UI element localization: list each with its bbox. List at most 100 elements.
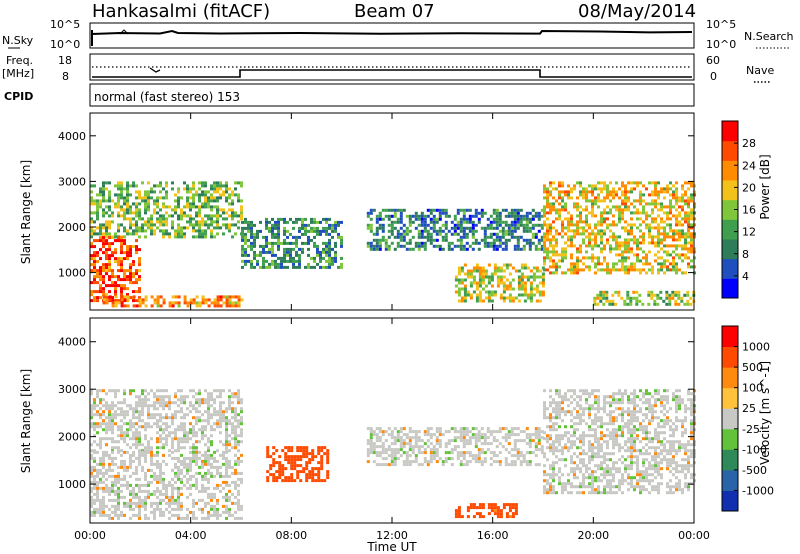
- velocity-cell: [390, 433, 394, 437]
- velocity-cell: [570, 482, 573, 486]
- velocity-cell: [408, 448, 412, 452]
- power-cell: [657, 202, 660, 206]
- power-cell: [253, 235, 256, 239]
- velocity-cell: [126, 434, 129, 438]
- power-cell: [501, 247, 505, 251]
- power-cell: [600, 217, 603, 221]
- velocity-cell: [201, 428, 204, 432]
- power-cell: [93, 254, 96, 258]
- power-cell: [225, 184, 228, 188]
- velocity-cell: [426, 430, 430, 434]
- power-cell: [517, 269, 521, 273]
- power-cell: [487, 275, 491, 279]
- velocity-cell: [96, 507, 99, 511]
- velocity-cell: [126, 404, 129, 408]
- velocity-cell: [108, 468, 111, 472]
- velocity-cell: [162, 453, 165, 457]
- power-cell: [120, 266, 123, 270]
- velocity-cell: [207, 456, 210, 460]
- velocity-cell: [516, 433, 520, 437]
- velocity-cell: [90, 404, 93, 408]
- velocity-cell: [123, 398, 126, 402]
- power-cell: [165, 217, 168, 221]
- power-cell: [588, 232, 591, 236]
- velocity-cell: [234, 416, 237, 420]
- velocity-cell: [393, 454, 397, 458]
- power-cell: [192, 223, 195, 227]
- power-cell: [555, 229, 558, 233]
- power-cell: [585, 223, 588, 227]
- velocity-cell: [591, 443, 594, 447]
- velocity-cell: [269, 467, 273, 471]
- power-cell: [213, 196, 216, 200]
- velocity-cell: [105, 392, 108, 396]
- power-cell: [231, 304, 235, 308]
- velocity-cell: [102, 489, 105, 493]
- power-cell: [543, 208, 546, 212]
- power-cell: [657, 235, 660, 239]
- power-cell: [567, 238, 570, 242]
- velocity-cell: [162, 510, 165, 514]
- velocity-cell: [159, 489, 162, 493]
- power-cell: [681, 259, 684, 263]
- velocity-cell: [120, 428, 123, 432]
- power-cell: [144, 235, 147, 239]
- power-cell: [96, 214, 99, 218]
- velocity-cell: [177, 449, 180, 453]
- power-cell: [225, 187, 228, 191]
- velocity-cell: [459, 430, 463, 434]
- velocity-cell: [459, 463, 463, 467]
- velocity-cell: [96, 495, 99, 499]
- power-cell: [111, 272, 114, 276]
- power-cell: [319, 265, 322, 269]
- velocity-cell: [129, 507, 132, 511]
- velocity-cell: [90, 425, 93, 429]
- velocity-cell: [378, 451, 382, 455]
- power-cell: [519, 223, 523, 227]
- velocity-cell: [240, 507, 243, 511]
- velocity-cell: [189, 446, 192, 450]
- power-cell: [686, 299, 690, 303]
- velocity-cell: [237, 440, 240, 444]
- velocity-cell: [177, 489, 180, 493]
- velocity-cell: [290, 467, 294, 471]
- power-cell: [237, 304, 241, 308]
- velocity-cell: [111, 480, 114, 484]
- velocity-cell: [302, 470, 306, 474]
- power-cell: [466, 290, 470, 294]
- velocity-cell: [174, 480, 177, 484]
- velocity-cell: [204, 489, 207, 493]
- velocity-cell: [183, 431, 186, 435]
- velocity-cell: [144, 395, 147, 399]
- velocity-cell: [192, 498, 195, 502]
- velocity-cell: [165, 492, 168, 496]
- velocity-cell: [468, 442, 472, 446]
- velocity-cell: [275, 479, 279, 483]
- velocity-cell: [180, 416, 183, 420]
- power-cell: [222, 223, 225, 227]
- velocity-cell: [99, 480, 102, 484]
- velocity-cell: [198, 456, 201, 460]
- power-cell: [576, 220, 579, 224]
- power-cell: [156, 217, 159, 221]
- power-cell: [558, 196, 561, 200]
- power-cell: [489, 214, 493, 218]
- power-cell: [600, 238, 603, 242]
- power-cell: [463, 263, 467, 267]
- velocity-cell: [465, 451, 469, 455]
- velocity-cell: [366, 448, 370, 452]
- velocity-cell: [219, 440, 222, 444]
- power-cell: [108, 278, 111, 282]
- velocity-cell: [138, 483, 141, 487]
- power-cell: [204, 196, 207, 200]
- power-cell: [102, 196, 105, 200]
- velocity-cell: [120, 401, 123, 405]
- power-cell: [648, 262, 651, 266]
- power-cell: [328, 232, 331, 236]
- velocity-cell: [573, 440, 576, 444]
- velocity-cell: [225, 492, 228, 496]
- velocity-cell: [186, 516, 189, 520]
- power-cell: [651, 193, 654, 197]
- power-cell: [684, 253, 687, 257]
